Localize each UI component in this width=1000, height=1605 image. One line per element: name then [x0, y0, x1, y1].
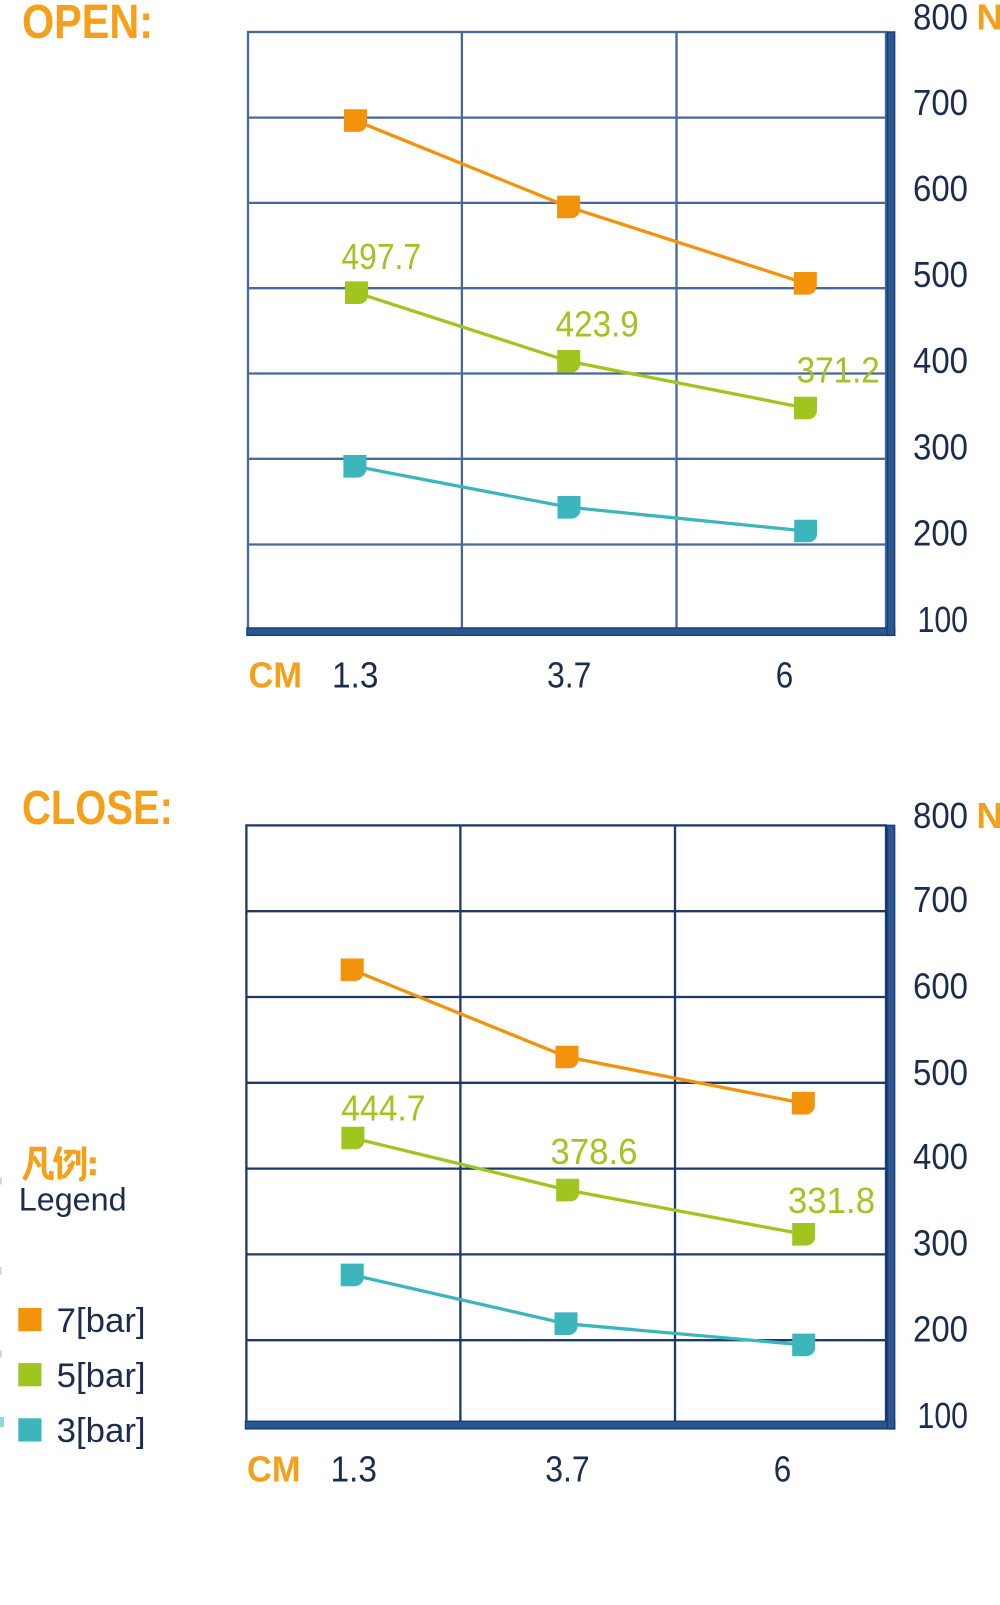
svg-text:5[bar]: 5[bar] [57, 1357, 146, 1395]
svg-text:OPEN:: OPEN: [22, 0, 153, 49]
svg-text:700: 700 [913, 82, 968, 123]
svg-text:500: 500 [913, 1052, 968, 1093]
svg-text:371.2: 371.2 [797, 350, 880, 391]
svg-text:Legend: Legend [19, 1181, 127, 1217]
svg-text:600: 600 [913, 966, 968, 1007]
svg-text:3[bar]: 3[bar] [57, 1412, 146, 1450]
svg-text:500: 500 [913, 254, 968, 295]
svg-text:300: 300 [913, 426, 968, 467]
svg-text:6: 6 [776, 655, 794, 696]
svg-text:378.6: 378.6 [550, 1131, 637, 1172]
svg-text:444.7: 444.7 [341, 1088, 425, 1129]
svg-text:800: 800 [913, 795, 968, 836]
svg-text:497.7: 497.7 [342, 236, 422, 277]
svg-text:400: 400 [913, 340, 968, 381]
svg-text:600: 600 [913, 168, 968, 209]
svg-text:200: 200 [913, 513, 968, 554]
svg-text:423.9: 423.9 [556, 304, 639, 345]
svg-text:300: 300 [913, 1222, 968, 1263]
svg-text:7[bar]: 7[bar] [57, 1302, 146, 1340]
svg-text:CM: CM [247, 1449, 301, 1490]
svg-text:3.7: 3.7 [545, 1449, 589, 1490]
svg-text:100: 100 [918, 1395, 969, 1436]
svg-text:CM: CM [249, 655, 303, 696]
svg-text:700: 700 [913, 879, 968, 920]
svg-text:331.8: 331.8 [788, 1180, 875, 1221]
svg-text:800: 800 [913, 0, 968, 38]
svg-text:6: 6 [774, 1449, 792, 1490]
svg-text:400: 400 [913, 1136, 968, 1177]
svg-text:1.3: 1.3 [332, 655, 379, 696]
svg-text:CLOSE:: CLOSE: [22, 781, 173, 835]
svg-text:N: N [977, 0, 1000, 38]
svg-text:3.7: 3.7 [547, 655, 591, 696]
svg-text:N: N [977, 795, 1000, 836]
svg-text:100: 100 [918, 599, 969, 640]
svg-text:1.3: 1.3 [330, 1449, 377, 1490]
svg-text:200: 200 [913, 1309, 968, 1350]
